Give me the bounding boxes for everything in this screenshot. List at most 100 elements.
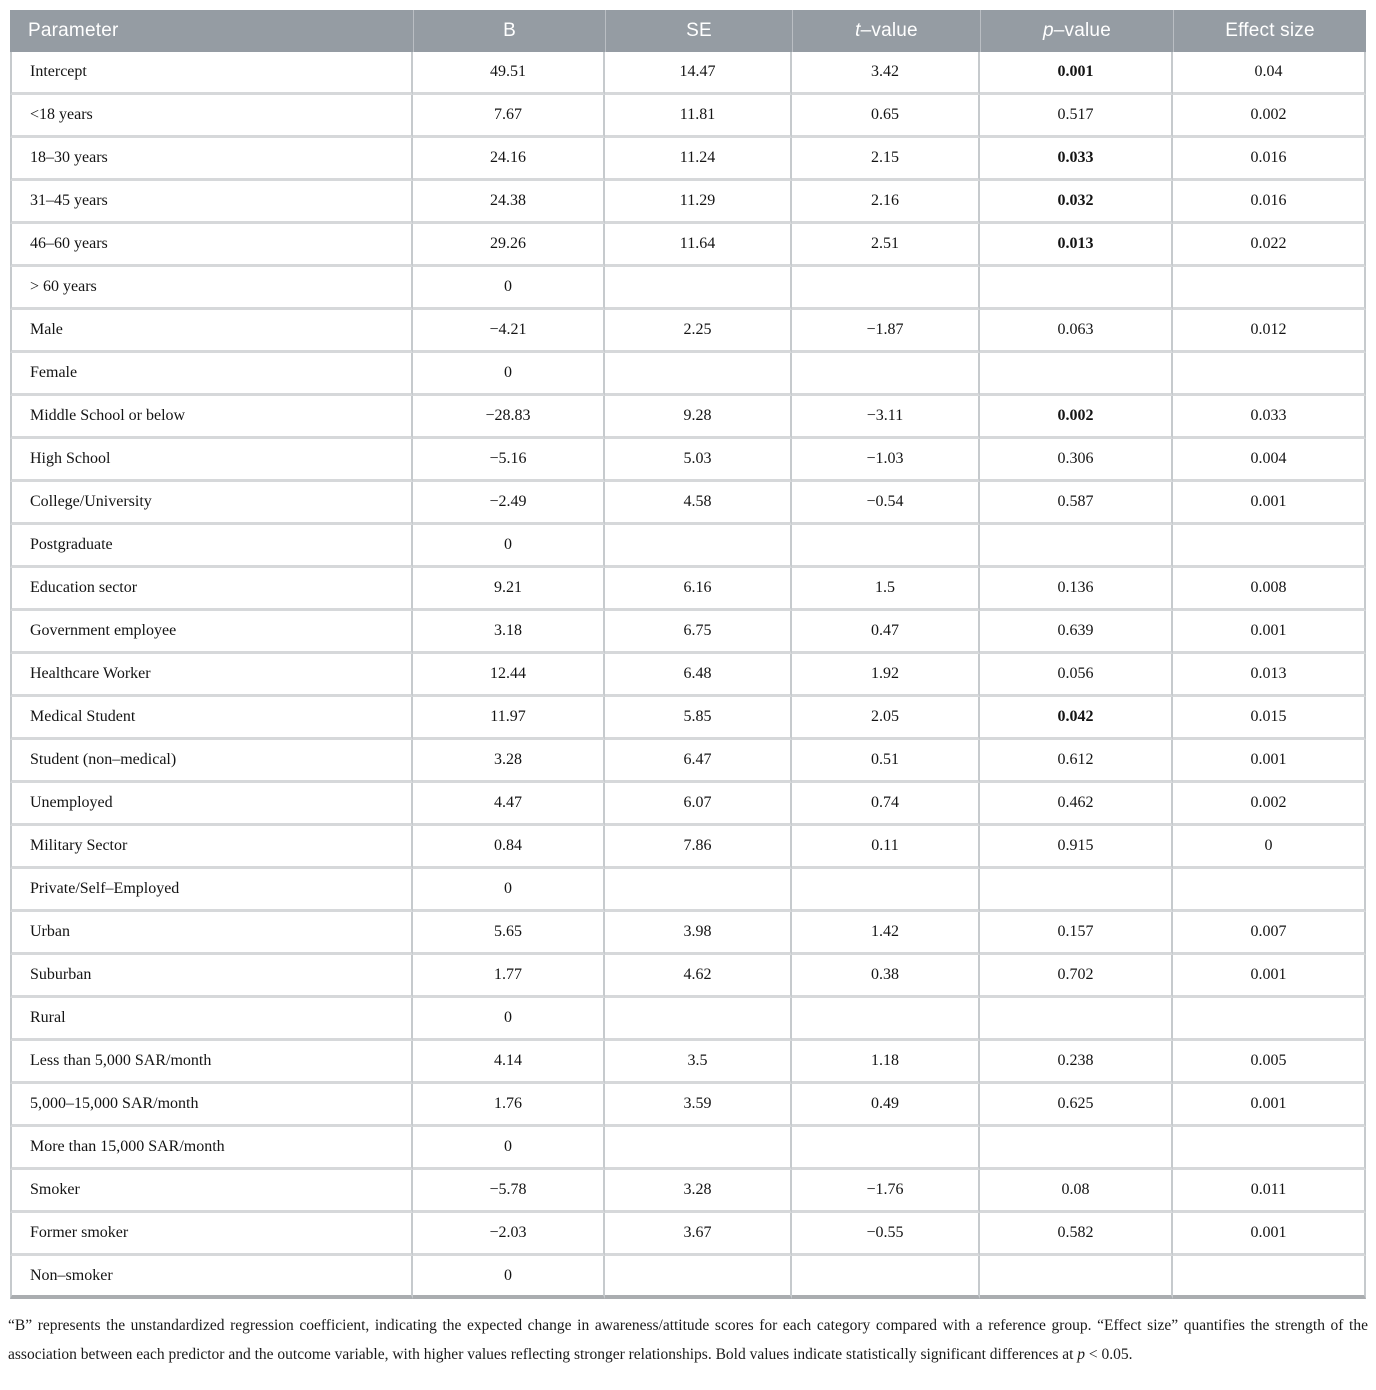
cell-effect: 0.016 <box>1173 138 1366 181</box>
cell-b: 1.76 <box>413 1084 605 1127</box>
cell-effect <box>1173 1127 1366 1170</box>
cell-parameter: 18–30 years <box>10 138 413 181</box>
cell-p: 0.033 <box>980 138 1173 181</box>
cell-t: 0.38 <box>792 955 980 998</box>
cell-p: 0.462 <box>980 783 1173 826</box>
cell-t: 2.16 <box>792 181 980 224</box>
table-row: <18 years 7.67 11.81 0.65 0.517 0.002 <box>10 95 1366 138</box>
cell-effect <box>1173 267 1366 310</box>
cell-se: 3.67 <box>605 1213 792 1256</box>
cell-se: 11.29 <box>605 181 792 224</box>
cell-effect: 0.011 <box>1173 1170 1366 1213</box>
table-row: Intercept 49.51 14.47 3.42 0.001 0.04 <box>10 52 1366 95</box>
cell-b: −5.78 <box>413 1170 605 1213</box>
cell-effect: 0.005 <box>1173 1041 1366 1084</box>
cell-parameter: Urban <box>10 912 413 955</box>
cell-p <box>980 267 1173 310</box>
table-row: Middle School or below −28.83 9.28 −3.11 0.0… <box>10 396 1366 439</box>
table-row: Suburban 1.77 4.62 0.38 0.702 0.001 <box>10 955 1366 998</box>
cell-b: 0 <box>413 1127 605 1170</box>
cell-t: 1.18 <box>792 1041 980 1084</box>
table-row: 46–60 years 29.26 11.64 2.51 0.013 0.022 <box>10 224 1366 267</box>
cell-se: 11.81 <box>605 95 792 138</box>
cell-b: 5.65 <box>413 912 605 955</box>
cell-b: 24.16 <box>413 138 605 181</box>
cell-b: 7.67 <box>413 95 605 138</box>
cell-t: 0.74 <box>792 783 980 826</box>
column-header-p-value: p–value <box>980 10 1173 52</box>
cell-parameter: <18 years <box>10 95 413 138</box>
cell-parameter: 46–60 years <box>10 224 413 267</box>
cell-b: −4.21 <box>413 310 605 353</box>
cell-se: 7.86 <box>605 826 792 869</box>
cell-effect: 0.013 <box>1173 654 1366 697</box>
cell-effect: 0.001 <box>1173 611 1366 654</box>
cell-se: 5.03 <box>605 439 792 482</box>
cell-parameter: Military Sector <box>10 826 413 869</box>
cell-t: −0.54 <box>792 482 980 525</box>
cell-se: 11.64 <box>605 224 792 267</box>
cell-p: 0.639 <box>980 611 1173 654</box>
cell-p: 0.056 <box>980 654 1173 697</box>
cell-se: 6.07 <box>605 783 792 826</box>
cell-t <box>792 267 980 310</box>
cell-parameter: Education sector <box>10 568 413 611</box>
cell-se: 9.28 <box>605 396 792 439</box>
table-row: Military Sector 0.84 7.86 0.11 0.915 0 <box>10 826 1366 869</box>
cell-parameter: Less than 5,000 SAR/month <box>10 1041 413 1084</box>
cell-effect: 0.007 <box>1173 912 1366 955</box>
regression-table: Parameter B SE t–value p–value Effect si… <box>10 10 1366 1299</box>
cell-effect: 0.016 <box>1173 181 1366 224</box>
cell-parameter: > 60 years <box>10 267 413 310</box>
cell-se <box>605 267 792 310</box>
cell-parameter: Rural <box>10 998 413 1041</box>
cell-se: 11.24 <box>605 138 792 181</box>
cell-p: 0.306 <box>980 439 1173 482</box>
footnote-italic-p: p <box>1077 1345 1086 1363</box>
cell-p <box>980 525 1173 568</box>
cell-parameter: Private/Self–Employed <box>10 869 413 912</box>
cell-t: −1.87 <box>792 310 980 353</box>
cell-parameter: Government employee <box>10 611 413 654</box>
cell-t: 1.5 <box>792 568 980 611</box>
cell-effect <box>1173 1256 1366 1299</box>
cell-p: 0.238 <box>980 1041 1173 1084</box>
cell-p: 0.915 <box>980 826 1173 869</box>
table-row: Urban 5.65 3.98 1.42 0.157 0.007 <box>10 912 1366 955</box>
cell-p <box>980 998 1173 1041</box>
table-row: Student (non–medical) 3.28 6.47 0.51 0.612 0.… <box>10 740 1366 783</box>
cell-t: −1.03 <box>792 439 980 482</box>
table-body: Intercept 49.51 14.47 3.42 0.001 0.04 <18 year… <box>10 52 1366 1299</box>
table-row: 5,000–15,000 SAR/month 1.76 3.59 0.49 0.625 0… <box>10 1084 1366 1127</box>
table-row: High School −5.16 5.03 −1.03 0.306 0.004 <box>10 439 1366 482</box>
cell-parameter: Healthcare Worker <box>10 654 413 697</box>
cell-effect: 0.033 <box>1173 396 1366 439</box>
cell-b: 0 <box>413 353 605 396</box>
cell-b: 3.18 <box>413 611 605 654</box>
cell-se: 5.85 <box>605 697 792 740</box>
cell-effect: 0.001 <box>1173 955 1366 998</box>
cell-parameter: College/University <box>10 482 413 525</box>
table-row: Less than 5,000 SAR/month 4.14 3.5 1.18 0.23… <box>10 1041 1366 1084</box>
cell-b: 24.38 <box>413 181 605 224</box>
cell-p: 0.002 <box>980 396 1173 439</box>
cell-se: 4.58 <box>605 482 792 525</box>
cell-parameter: Medical Student <box>10 697 413 740</box>
footnote-text: “B” represents the unstandardized regres… <box>8 1317 1368 1363</box>
table-row: Government employee 3.18 6.75 0.47 0.639 0.00… <box>10 611 1366 654</box>
table-row: More than 15,000 SAR/month 0 <box>10 1127 1366 1170</box>
cell-se: 6.75 <box>605 611 792 654</box>
cell-parameter: Smoker <box>10 1170 413 1213</box>
cell-t <box>792 525 980 568</box>
table-row: Education sector 9.21 6.16 1.5 0.136 0.008 <box>10 568 1366 611</box>
cell-se <box>605 869 792 912</box>
cell-parameter: Middle School or below <box>10 396 413 439</box>
table-row: 18–30 years 24.16 11.24 2.15 0.033 0.016 <box>10 138 1366 181</box>
cell-t <box>792 1256 980 1299</box>
cell-parameter: 31–45 years <box>10 181 413 224</box>
column-header-effect-size: Effect size <box>1173 10 1366 52</box>
table-row: Rural 0 <box>10 998 1366 1041</box>
column-header-t-value: t–value <box>792 10 980 52</box>
cell-p <box>980 353 1173 396</box>
cell-p: 0.032 <box>980 181 1173 224</box>
